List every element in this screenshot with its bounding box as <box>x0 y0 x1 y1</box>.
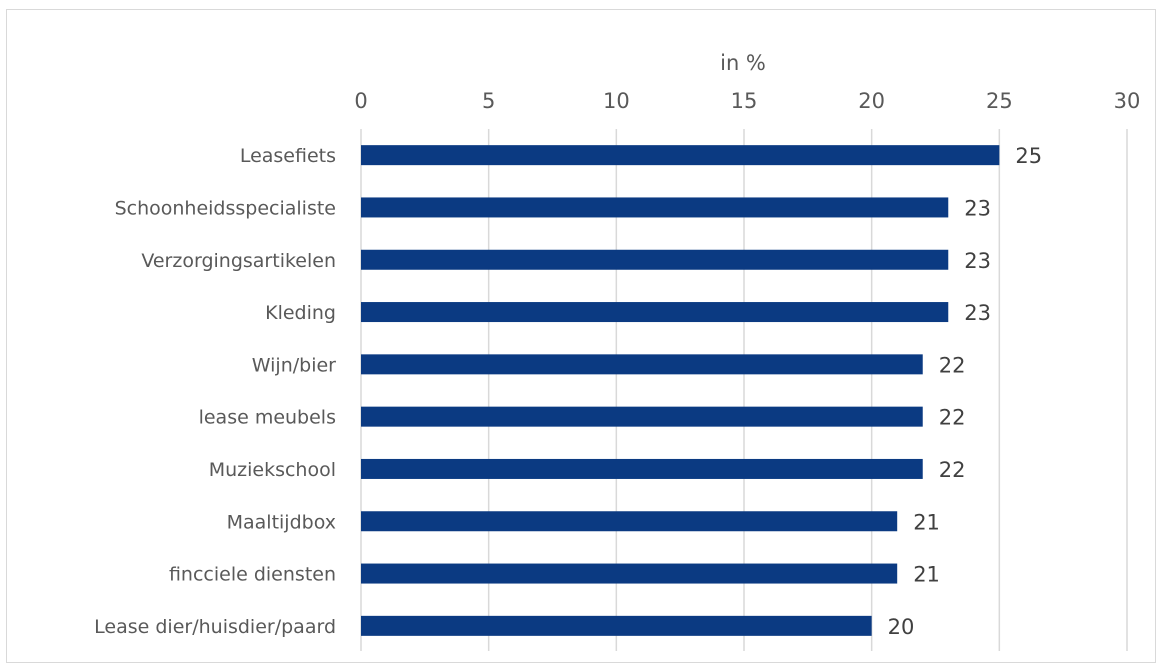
bar-1 <box>361 197 949 218</box>
x-axis-ticks: 0 5 10 15 20 25 30 <box>354 89 1140 113</box>
bar-0 <box>361 145 1000 166</box>
category-labels: Leasefiets Schoonheidsspecialiste Verzorgi… <box>94 145 336 638</box>
category-label-6: Muziekschool <box>209 459 336 481</box>
x-tick-label-10: 10 <box>603 89 630 113</box>
category-label-4: Wijn/bier <box>252 354 336 376</box>
value-label-1: 23 <box>964 196 991 220</box>
bar-9 <box>361 615 872 636</box>
x-axis-title: in % <box>720 51 766 75</box>
bars <box>361 145 1000 636</box>
category-label-0: Leasefiets <box>240 145 336 167</box>
bar-6 <box>361 458 923 479</box>
x-tick-label-30: 30 <box>1114 89 1141 113</box>
bar-7 <box>361 511 898 532</box>
value-label-6: 22 <box>939 458 966 482</box>
value-labels: 25 23 23 23 22 22 22 21 21 20 <box>888 144 1042 639</box>
category-label-5: lease meubels <box>199 407 336 429</box>
x-tick-label-15: 15 <box>731 89 758 113</box>
value-label-4: 22 <box>939 353 966 377</box>
bar-5 <box>361 406 923 427</box>
bar-2 <box>361 249 949 270</box>
bar-3 <box>361 302 949 323</box>
value-label-9: 20 <box>888 615 915 639</box>
category-label-3: Kleding <box>265 302 336 324</box>
x-tick-label-5: 5 <box>482 89 495 113</box>
x-tick-label-0: 0 <box>354 89 367 113</box>
bar-4 <box>361 354 923 375</box>
chart-frame <box>6 9 1156 663</box>
category-label-9: Lease dier/huisdier/paard <box>94 616 336 638</box>
bar-8 <box>361 563 898 584</box>
value-label-2: 23 <box>964 249 991 273</box>
value-label-7: 21 <box>913 510 940 534</box>
category-label-2: Verzorgingsartikelen <box>141 250 336 272</box>
x-tick-label-20: 20 <box>858 89 885 113</box>
value-label-8: 21 <box>913 563 940 587</box>
category-label-7: Maaltijdbox <box>227 511 336 533</box>
category-label-8: fincciele diensten <box>169 564 336 586</box>
x-tick-label-25: 25 <box>986 89 1013 113</box>
value-label-3: 23 <box>964 301 991 325</box>
value-label-0: 25 <box>1015 144 1042 168</box>
category-label-1: Schoonheidsspecialiste <box>115 197 336 219</box>
value-label-5: 22 <box>939 406 966 430</box>
